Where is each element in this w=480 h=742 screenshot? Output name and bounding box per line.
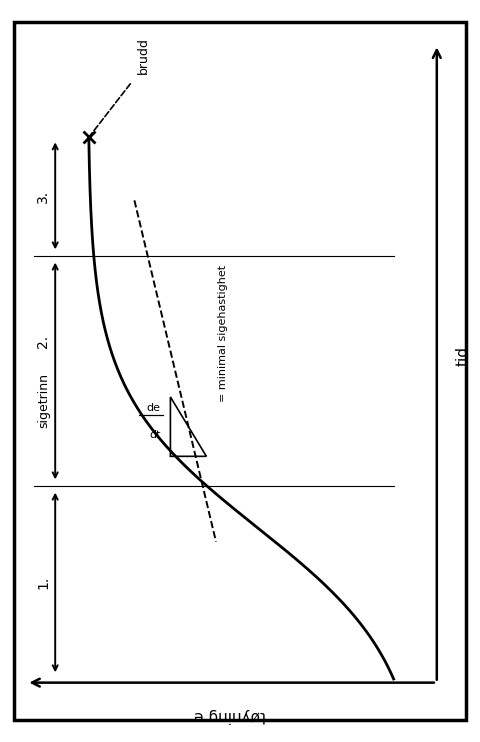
Text: dt: dt (149, 430, 161, 440)
Text: brudd: brudd (137, 37, 150, 74)
Text: de: de (147, 404, 161, 413)
Text: 3.: 3. (36, 190, 50, 203)
Text: sigetrinn: sigetrinn (37, 373, 50, 428)
Text: 2.: 2. (36, 335, 50, 348)
Text: = minimal sigehastighet: = minimal sigehastighet (218, 266, 228, 402)
Text: tid: tid (456, 347, 471, 366)
Text: 1.: 1. (36, 576, 50, 589)
Text: tøyning e: tøyning e (194, 708, 266, 723)
